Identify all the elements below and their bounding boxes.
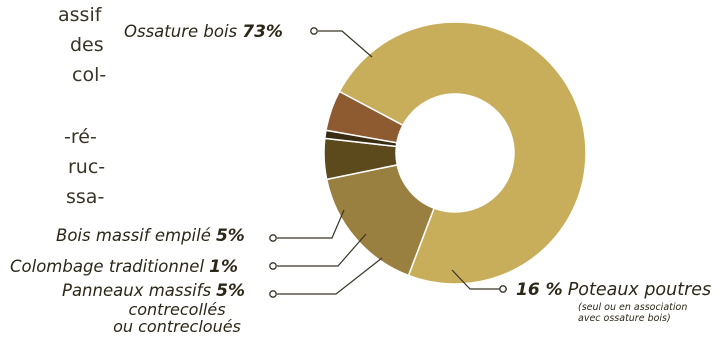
slice-label-name: Colombage traditionnel [10,257,205,276]
label-poteaux-note-1: (seul ou en association [578,302,688,313]
slice-label-name: Panneaux massifs [62,281,212,300]
slice-label-value: 1% [209,257,239,277]
slice-label-name: Poteaux poutres [567,280,712,300]
body-text-line: ssa- [66,186,105,208]
label-panneaux-line-2: contrecollés [128,300,226,319]
label-poteaux-poutres: 16 % Poteaux poutres [516,280,711,300]
slice-label-name: Ossature bois [124,22,238,41]
leader-line [277,209,345,239]
label-panneaux-massifs: Panneaux massifs 5% [62,281,245,301]
leader-line [277,257,383,295]
label-ossature-bois: Ossature bois 73% [124,22,283,42]
slice-label-value: 5% [216,281,246,301]
body-text-line: col- [72,64,107,86]
label-bois-massif-empile: Bois massif empilé 5% [56,226,245,246]
slice-label-value: 73% [242,22,283,42]
label-panneaux-line-3: ou contrecloués [113,317,241,336]
body-text-line: assif [58,4,102,26]
leader-dot [269,234,277,242]
leader-dot [269,290,277,298]
body-text-line: des [70,34,104,56]
pie-slice-bois-massif-empil- [325,90,404,144]
leader-dot [310,27,318,35]
leader-dot [269,262,277,270]
leader-line [451,269,507,290]
label-poteaux-note-2: avec ossature bois) [578,313,671,324]
body-text-line: -ré- [64,126,97,148]
body-text-line: ruc- [68,156,106,178]
label-colombage-traditionnel: Colombage traditionnel 1% [10,257,238,277]
pie-slice-ossature-bois [338,21,587,285]
leader-line [318,30,373,58]
leader-line [277,233,367,267]
slice-label-value: 5% [215,226,245,246]
slice-label-value: 16 % [516,280,563,300]
slice-label-name: Bois massif empilé [56,226,211,245]
leader-dot [499,285,507,293]
